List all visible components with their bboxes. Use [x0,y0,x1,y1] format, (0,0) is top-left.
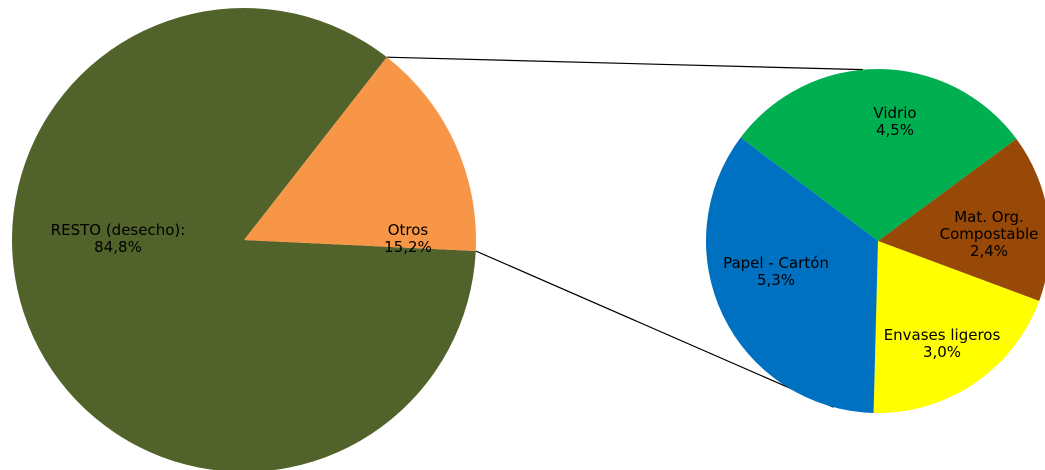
data-label-vidrio: Vidrio 4,5% [873,104,916,139]
pie-slice-envases-ligeros [873,241,1040,413]
data-label-value: 15,2% [384,238,432,256]
pie-slice-resto-desecho [12,8,476,470]
data-label-category: RESTO (desecho): [51,221,186,239]
connector-line-bottom [475,250,834,408]
pie-slice-papel-carton [705,137,878,413]
data-label-value: 5,3% [757,271,795,289]
data-label-category: Otros [388,221,429,239]
connector-lines [386,56,864,408]
connector-line-top [386,56,864,71]
data-label-value: 4,5% [876,121,914,139]
data-label-category: Envases ligeros [884,326,1001,344]
data-label-category: Mat. Org. [954,208,1024,226]
data-label-category: Vidrio [873,104,916,122]
pie-slice-mat-org-compostable [878,138,1045,302]
data-label-value: 2,4% [970,242,1008,260]
data-label-value: 84,8% [94,238,142,256]
pie-slice-otros [244,57,477,252]
data-label-mat-org-compostable: Mat. Org. Compostable 2,4% [940,208,1039,260]
data-label-otros: Otros 15,2% [384,221,432,256]
data-label-envases-ligeros: Envases ligeros 3,0% [884,326,1001,361]
data-label-value: 3,0% [923,343,961,361]
main-pie [12,8,477,470]
data-labels: RESTO (desecho): 84,8% Otros 15,2% Vidrio 4,5… [51,104,1039,361]
data-label-resto-desecho: RESTO (desecho): 84,8% [51,221,186,256]
data-label-papel-carton: Papel - Cartón 5,3% [723,254,829,289]
secondary-pie [705,69,1045,413]
data-label-category: Papel - Cartón [723,254,829,272]
data-label-category: Compostable [940,225,1039,243]
pie-slice-vidrio [740,69,1017,242]
